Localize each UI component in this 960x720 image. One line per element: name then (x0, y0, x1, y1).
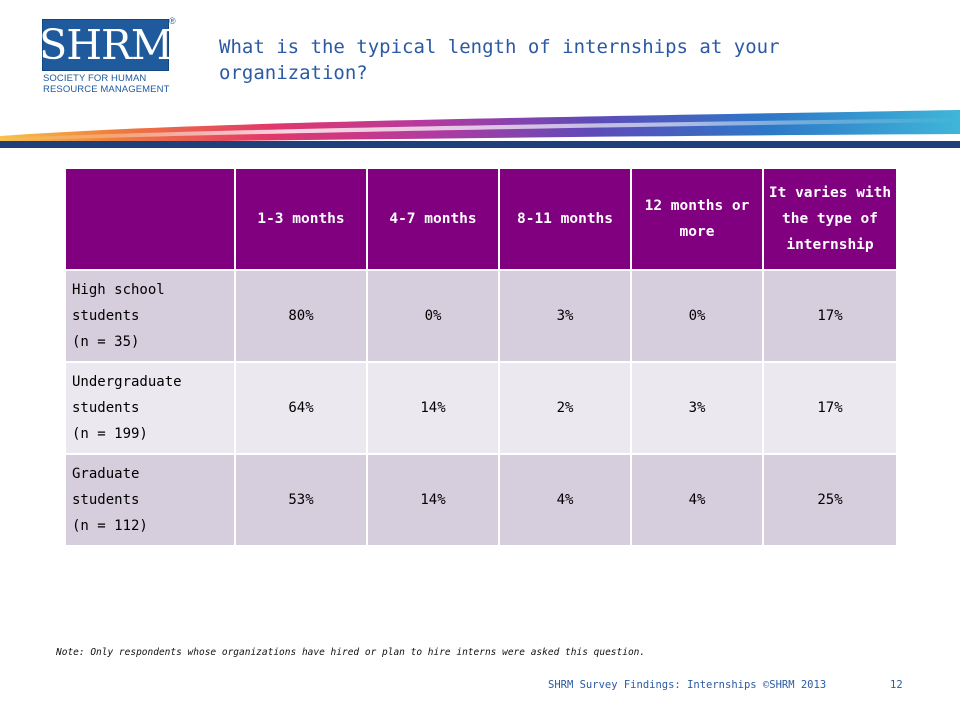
table-cell: 14% (366, 453, 500, 547)
table-cell: 4% (498, 453, 632, 547)
column-header: 12 months or more (630, 167, 764, 271)
header-corner (64, 167, 236, 271)
footer-text: SHRM Survey Findings: Internships ©SHRM … (548, 679, 827, 691)
table-cell: 64% (234, 361, 368, 455)
row-label-line: students (72, 492, 140, 508)
row-label-line: High school (72, 282, 165, 298)
row-label-line: Undergraduate (72, 374, 182, 390)
table-header-row: 1-3 months 4-7 months 8-11 months 12 mon… (64, 167, 898, 271)
row-label: Undergraduate students (n = 199) (64, 361, 236, 455)
row-label: Graduate students (n = 112) (64, 453, 236, 547)
table-cell: 80% (234, 269, 368, 363)
logo-subtitle-line2: RESOURCE MANAGEMENT (43, 84, 170, 95)
table-cell: 25% (762, 453, 898, 547)
table-row: Graduate students (n = 112) 53% 14% 4% 4… (64, 453, 898, 547)
table-cell: 53% (234, 453, 368, 547)
table-cell: 0% (630, 269, 764, 363)
table-cell: 17% (762, 269, 898, 363)
row-label-line: Graduate (72, 466, 140, 482)
table-cell: 4% (630, 453, 764, 547)
column-header: It varies with the type of internship (762, 167, 898, 271)
shrm-logo: SHRM ® SOCIETY FOR HUMAN RESOURCE MANAGE… (39, 16, 183, 100)
column-header: 8-11 months (498, 167, 632, 271)
logo-letters: SHRM (39, 20, 173, 69)
table-row: High school students (n = 35) 80% 0% 3% … (64, 269, 898, 363)
table-cell: 17% (762, 361, 898, 455)
table-cell: 0% (366, 269, 500, 363)
internship-length-table: 1-3 months 4-7 months 8-11 months 12 mon… (64, 167, 898, 547)
table-cell: 3% (630, 361, 764, 455)
column-header: 4-7 months (366, 167, 500, 271)
logo-subtitle: SOCIETY FOR HUMAN RESOURCE MANAGEMENT (43, 73, 183, 95)
registered-mark: ® (169, 16, 176, 26)
logo-mark: SHRM (39, 19, 173, 71)
row-label-line: (n = 112) (72, 518, 148, 534)
page-number: 12 (890, 679, 903, 691)
decorative-swoosh-band (0, 110, 960, 148)
table-cell: 2% (498, 361, 632, 455)
slide-title: What is the typical length of internship… (219, 36, 780, 84)
row-label-line: students (72, 400, 140, 416)
row-label-line: (n = 35) (72, 334, 140, 350)
column-header: 1-3 months (234, 167, 368, 271)
footnote: Note: Only respondents whose organizatio… (56, 647, 646, 658)
row-label-line: students (72, 308, 140, 324)
row-label-line: (n = 199) (72, 426, 148, 442)
table-row: Undergraduate students (n = 199) 64% 14%… (64, 361, 898, 455)
table-cell: 3% (498, 269, 632, 363)
logo-subtitle-line1: SOCIETY FOR HUMAN (43, 73, 147, 84)
row-label: High school students (n = 35) (64, 269, 236, 363)
table-cell: 14% (366, 361, 500, 455)
